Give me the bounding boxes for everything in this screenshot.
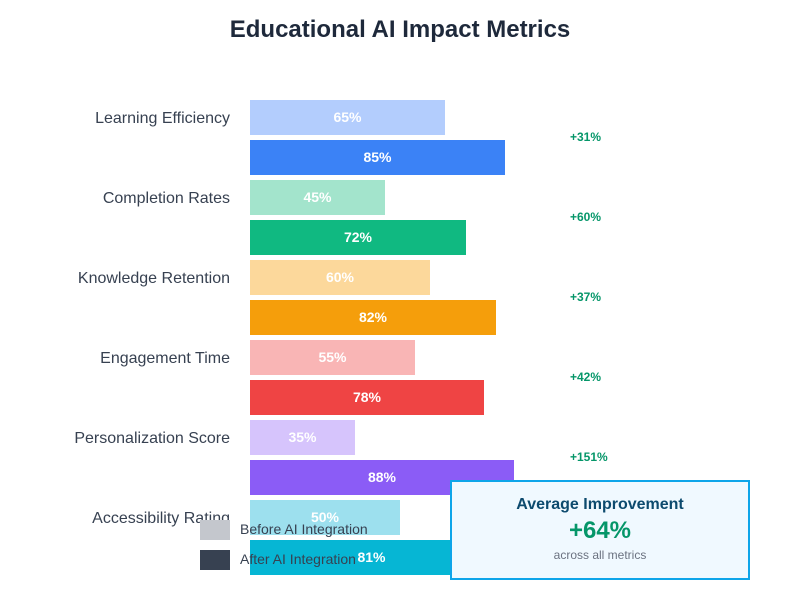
legend-label-after: After AI Integration <box>240 551 356 567</box>
bar-value-label: 85% <box>363 149 392 165</box>
improvement-label: +60% <box>570 210 602 224</box>
average-improvement-box: Average Improvement +64% across all metr… <box>450 480 750 580</box>
improvement-label: +37% <box>570 290 602 304</box>
bar-after: 82% <box>250 300 496 335</box>
bar-after: 78% <box>250 380 484 415</box>
bar-before: 45% <box>250 180 385 215</box>
bar-value-label: 78% <box>352 389 382 405</box>
bar-value-label: 82% <box>358 309 388 325</box>
bar-before: 35% <box>250 420 355 455</box>
category-label: Personalization Score <box>74 430 230 447</box>
improvement-label: +151% <box>570 450 608 464</box>
bar-value-label: 60% <box>325 269 355 285</box>
summary-title: Average Improvement <box>516 496 684 513</box>
bar-value-label: 55% <box>318 349 347 365</box>
bar-value-label: 72% <box>343 229 373 245</box>
bar-value-label: 45% <box>303 189 332 205</box>
chart-title: Educational AI Impact Metrics <box>229 16 571 43</box>
bar-after: 72% <box>250 220 466 255</box>
legend-swatch-after <box>200 550 230 570</box>
bar-before: 55% <box>250 340 415 375</box>
bar-after: 85% <box>250 140 505 175</box>
bar-before: 65% <box>250 100 445 135</box>
summary-value: +64% <box>568 517 632 544</box>
category-label: Learning Efficiency <box>95 110 230 127</box>
summary-subtitle: across all metrics <box>553 548 647 562</box>
bar-value-label: 88% <box>367 469 397 485</box>
improvement-label: +42% <box>570 370 602 384</box>
category-label: Knowledge Retention <box>77 270 230 287</box>
bar-value-label: 35% <box>288 429 317 445</box>
category-label: Completion Rates <box>102 190 230 207</box>
improvement-label: +31% <box>570 130 602 144</box>
bar-value-label: 50% <box>310 509 340 525</box>
legend-label-before: Before AI Integration <box>240 521 368 537</box>
bar-value-label: 81% <box>357 549 386 565</box>
bar-before: 50% <box>250 500 400 535</box>
category-label: Accessibility Rating <box>92 510 230 527</box>
bar-before: 60% <box>250 260 430 295</box>
legend-swatch-before <box>200 520 230 540</box>
category-label: Engagement Time <box>100 350 230 367</box>
bar-value-label: 65% <box>333 109 362 125</box>
